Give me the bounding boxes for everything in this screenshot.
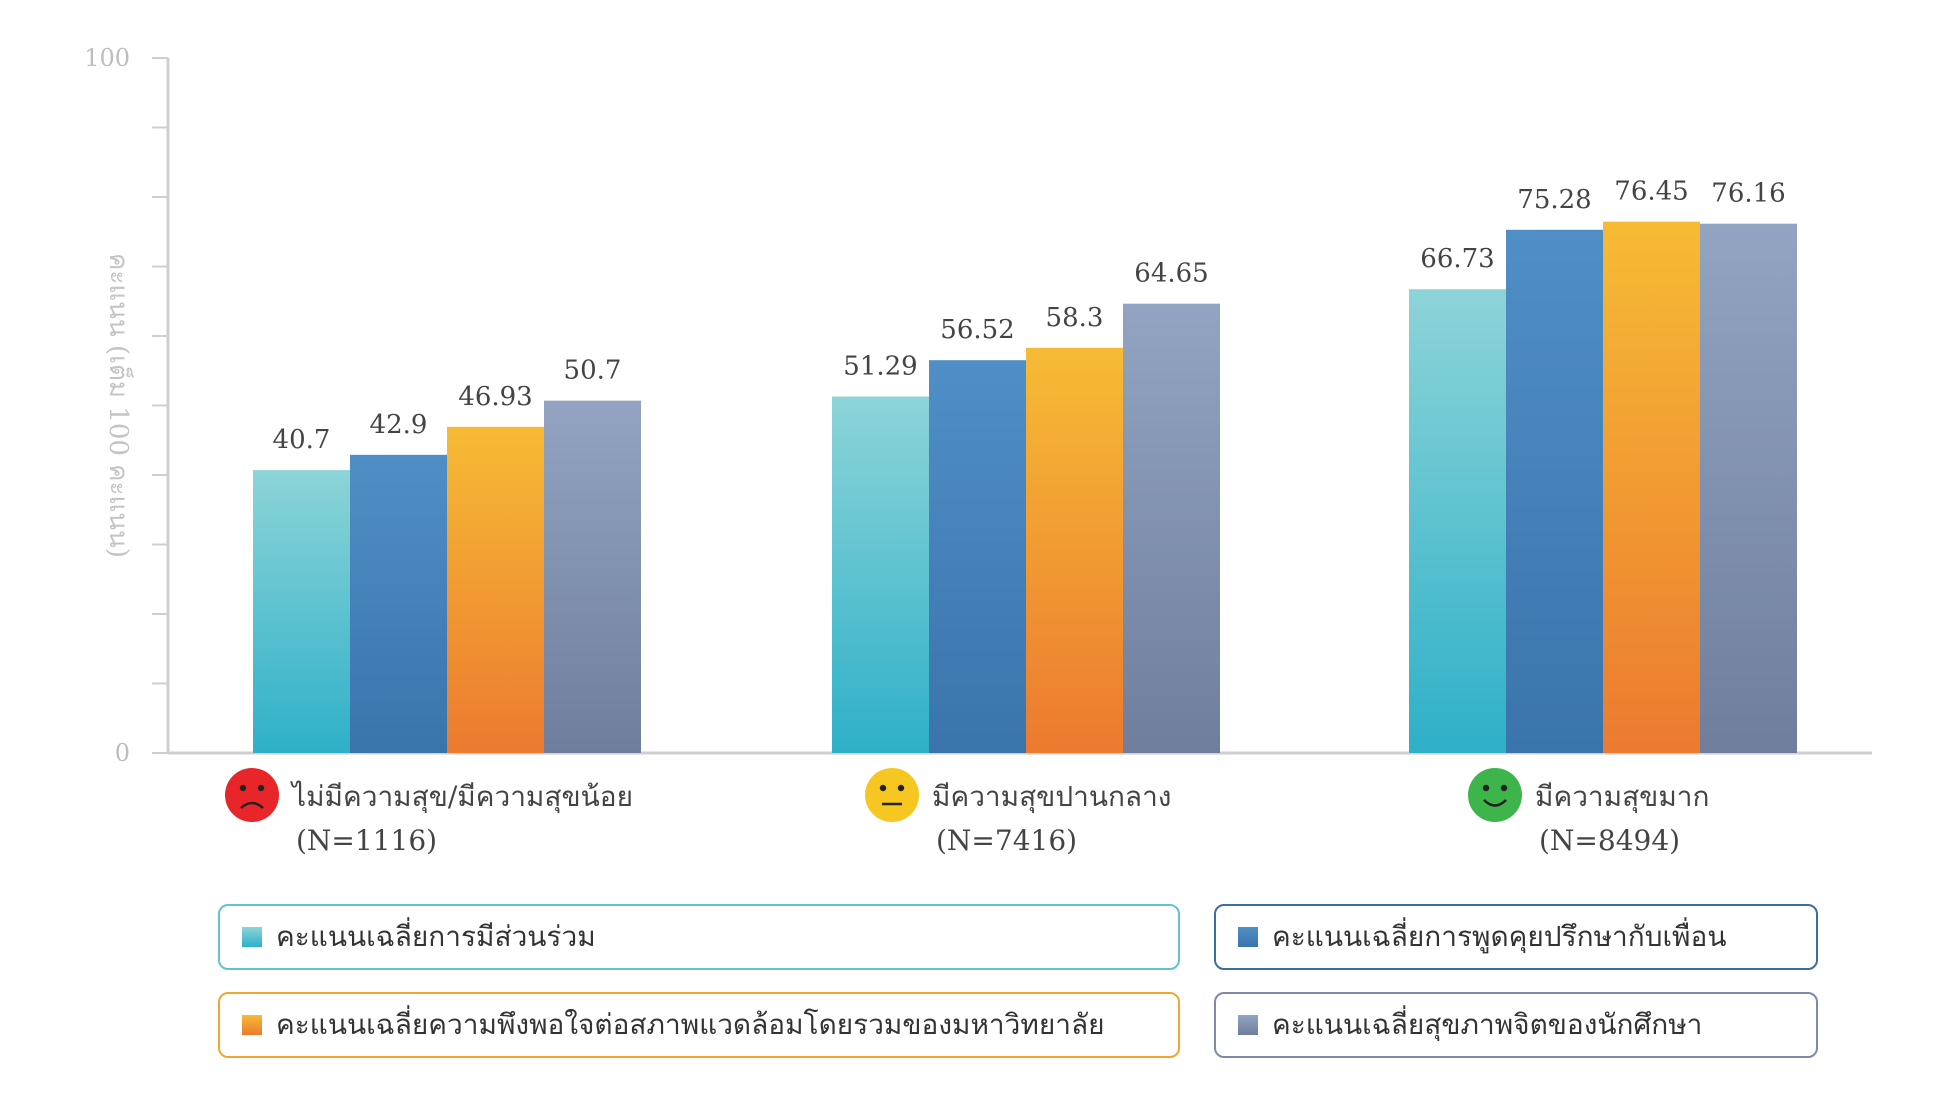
bar-mental-health-1	[544, 400, 641, 753]
legend-label-mental-health: คะแนนเฉลี่ยสุขภาพจิตของนักศึกษา	[1272, 1008, 1703, 1041]
legend-swatch-satisfaction	[242, 1015, 262, 1035]
legend-label-participation: คะแนนเฉลี่ยการมีส่วนร่วม	[276, 920, 596, 953]
category-label: มีความสุขปานกลาง	[932, 780, 1171, 814]
legend-label-satisfaction: คะแนนเฉลี่ยความพึงพอใจต่อสภาพแวดล้อมโดยร…	[276, 1008, 1105, 1041]
bar-peer-consultation-1	[350, 454, 447, 753]
legend-item-satisfaction: คะแนนเฉลี่ยความพึงพอใจต่อสภาพแวดล้อมโดยร…	[218, 992, 1180, 1058]
bar-mental-health-2	[1123, 303, 1220, 753]
bar-satisfaction-1	[447, 426, 544, 753]
bar-value-label: 40.7	[273, 425, 331, 455]
bar-value-label: 75.28	[1517, 185, 1591, 215]
category-label: มีความสุขมาก	[1535, 780, 1709, 814]
bar-participation-1	[253, 470, 350, 753]
category-n-label: (N=8494)	[1539, 824, 1680, 857]
neutral-face-icon	[865, 768, 919, 822]
legend-swatch-participation	[242, 927, 262, 947]
bar-satisfaction-3	[1603, 221, 1700, 754]
legend-item-peer-consultation: คะแนนเฉลี่ยการพูดคุยปรึกษากับเพื่อน	[1214, 904, 1818, 970]
bar-value-label: 51.29	[843, 352, 917, 382]
bar-value-label: 66.73	[1420, 244, 1494, 274]
legend-swatch-mental-health	[1238, 1015, 1258, 1035]
legend-item-mental-health: คะแนนเฉลี่ยสุขภาพจิตของนักศึกษา	[1214, 992, 1818, 1058]
category-labels: ไม่มีความสุข/มีความสุขน้อย (N=1116) มีความ…	[225, 768, 1709, 857]
happy-face-icon	[1468, 768, 1522, 822]
legend-label-peer-consultation: คะแนนเฉลี่ยการพูดคุยปรึกษากับเพื่อน	[1272, 920, 1727, 953]
bar-value-labels: 40.7 42.9 46.93 50.7 51.29 56.52 58.3 64.65 66.7…	[273, 177, 1786, 455]
legend-swatch-peer-consultation	[1238, 927, 1258, 947]
y-tick-label: 0	[115, 739, 130, 767]
legend-item-participation: คะแนนเฉลี่ยการมีส่วนร่วม	[218, 904, 1180, 970]
bar-value-label: 58.3	[1046, 303, 1104, 333]
bar-value-label: 76.45	[1614, 177, 1688, 207]
bar-peer-consultation-2	[929, 360, 1026, 753]
bar-value-label: 76.16	[1711, 179, 1785, 209]
bar-satisfaction-2	[1026, 347, 1123, 753]
category-n-label: (N=1116)	[296, 824, 437, 857]
bar-participation-3	[1409, 289, 1506, 753]
bar-value-label: 50.7	[564, 356, 622, 386]
y-axis-title: คะแนน (เต็ม 100 คะแนน)	[103, 253, 135, 558]
bar-value-label: 46.93	[458, 382, 532, 412]
bar-value-label: 64.65	[1134, 259, 1208, 289]
bar-participation-2	[832, 396, 929, 753]
bar-value-label: 42.9	[370, 410, 428, 440]
bar-value-label: 56.52	[940, 315, 1014, 345]
bars	[253, 221, 1797, 754]
bar-mental-health-3	[1700, 223, 1797, 754]
category-n-label: (N=7416)	[936, 824, 1077, 857]
y-tick-label: 100	[84, 44, 130, 72]
sad-face-icon	[225, 768, 279, 822]
category-label: ไม่มีความสุข/มีความสุขน้อย	[290, 780, 633, 814]
bar-peer-consultation-3	[1506, 229, 1603, 753]
